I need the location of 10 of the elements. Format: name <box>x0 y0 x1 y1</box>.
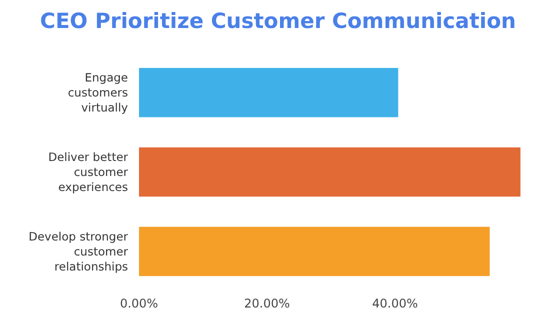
x-tick-label: 0.00% <box>120 296 158 311</box>
x-tick-label: 40.00% <box>372 296 418 311</box>
bar <box>139 147 520 197</box>
y-tick-label: Deliver better customer experiences <box>48 150 128 194</box>
chart-title: CEO Prioritize Customer Communication <box>40 9 516 33</box>
x-tick-label: 20.00% <box>244 296 290 311</box>
bar <box>139 226 490 276</box>
y-tick-label: Develop stronger customer relationships <box>28 229 128 274</box>
bar <box>139 68 398 118</box>
y-tick-label: Engage customers virtually <box>68 70 128 115</box>
